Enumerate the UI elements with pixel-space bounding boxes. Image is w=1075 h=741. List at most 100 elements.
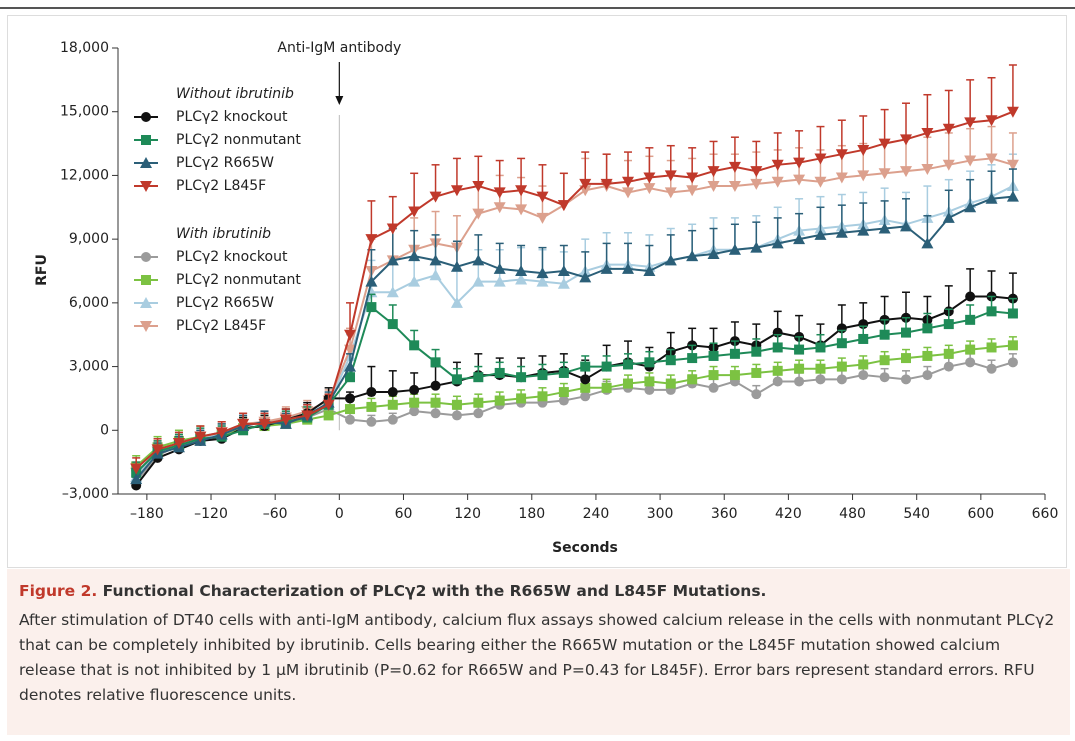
legend-swatch (141, 252, 151, 262)
point (493, 262, 506, 274)
point (644, 357, 655, 368)
error-bar (452, 157, 461, 191)
point (687, 374, 698, 385)
point (858, 359, 869, 370)
point (814, 176, 827, 188)
x-tick-label: 60 (395, 506, 413, 522)
point (493, 275, 506, 287)
point (964, 155, 977, 167)
point (151, 444, 164, 456)
error-bar (837, 119, 846, 155)
point (794, 376, 805, 387)
y-tick-label: 6,000 (69, 295, 109, 311)
x-tick-label: 180 (518, 506, 545, 522)
point (386, 286, 399, 298)
point (408, 250, 421, 262)
point (901, 327, 912, 338)
point (345, 404, 356, 415)
point (728, 181, 741, 193)
point (771, 159, 784, 171)
error-bar (495, 159, 504, 193)
point (665, 355, 676, 366)
point (728, 243, 741, 255)
point (793, 174, 806, 186)
point (600, 262, 613, 274)
point (387, 387, 398, 398)
caption: Figure 2. Functional Characterization of… (7, 569, 1070, 735)
point (472, 254, 485, 266)
point (450, 185, 463, 197)
point (664, 254, 677, 266)
y-tick-label: 3,000 (69, 359, 109, 375)
annotation: Anti-IgM antibody (277, 40, 401, 56)
x-tick-label: 600 (967, 506, 994, 522)
point (1006, 106, 1019, 118)
legend-swatch (140, 321, 152, 332)
point (943, 319, 954, 330)
point (901, 353, 912, 364)
series (130, 168, 1019, 485)
point (772, 365, 783, 376)
point (536, 191, 549, 203)
x-tick-label: 120 (454, 506, 481, 522)
point (922, 323, 933, 334)
point (600, 178, 613, 190)
point (558, 367, 569, 378)
point (707, 248, 720, 260)
point (878, 222, 891, 234)
y-tick-label: 18,000 (60, 40, 109, 56)
point (429, 269, 442, 281)
point (237, 418, 250, 430)
point (580, 361, 591, 372)
point (836, 361, 847, 372)
point (922, 370, 933, 381)
point (644, 376, 655, 387)
point (1007, 357, 1018, 368)
point (750, 178, 763, 190)
point (516, 393, 527, 404)
point (429, 191, 442, 203)
point (130, 463, 143, 475)
point (451, 399, 462, 410)
chart: Seconds RFU –3,000 0 3,000 6,000 9,000 12,000… (0, 7, 1075, 568)
point (901, 374, 912, 385)
point (878, 168, 891, 180)
legend-swatch (140, 297, 152, 308)
point (450, 296, 463, 308)
point (815, 342, 826, 353)
series (131, 336, 1018, 472)
error-bar (346, 302, 355, 335)
point (794, 363, 805, 374)
point (172, 438, 185, 450)
point (301, 410, 314, 422)
legend-swatch (140, 181, 152, 192)
point (879, 355, 890, 366)
point (430, 408, 441, 419)
series (130, 64, 1019, 475)
legend-label: PLCγ2 nonmutant (176, 272, 301, 288)
point (387, 414, 398, 425)
legend-label: PLCγ2 nonmutant (176, 132, 301, 148)
point (558, 395, 569, 406)
error-bar (944, 89, 953, 129)
point (751, 367, 762, 378)
x-tick-label: 480 (839, 506, 866, 522)
point (857, 170, 870, 182)
y-axis-label: RFU (34, 254, 50, 286)
x-tick-label: 420 (775, 506, 802, 522)
point (623, 359, 634, 370)
point (515, 273, 528, 285)
point (836, 338, 847, 349)
point (708, 382, 719, 393)
point (835, 226, 848, 238)
x-tick-label: 360 (711, 506, 738, 522)
error-bar (367, 200, 376, 240)
point (344, 360, 357, 372)
point (708, 370, 719, 381)
point (344, 329, 357, 341)
y-tick-label: –3,000 (62, 486, 109, 502)
point (473, 408, 484, 419)
point (1007, 308, 1018, 319)
caption-title-line: Figure 2. Functional Characterization of… (19, 579, 1058, 604)
point (728, 161, 741, 173)
